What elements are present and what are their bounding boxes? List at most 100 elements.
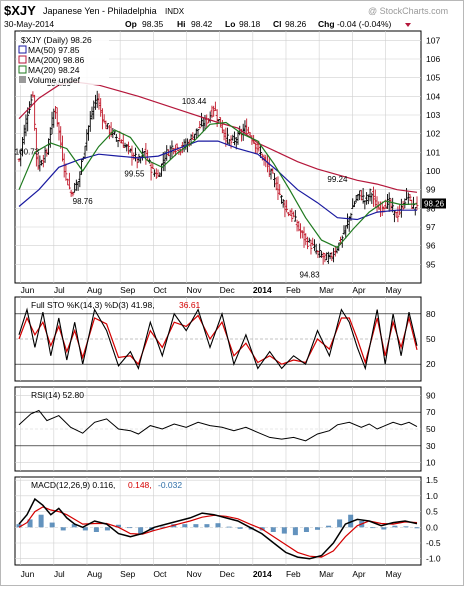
macd-layer — [16, 497, 420, 560]
legend-price: $XJY (Daily) 98.26 — [21, 35, 92, 45]
price-y-tick: 96 — [426, 241, 436, 251]
x-tick-label: Apr — [352, 285, 365, 295]
ma20-line — [18, 121, 418, 249]
macd-histogram-bar — [303, 527, 309, 532]
x-tick-label: May — [385, 285, 402, 295]
macd-histogram-bar — [49, 522, 55, 528]
macd-histogram-bar — [281, 527, 287, 534]
macd-y-tick: 1.5 — [426, 475, 438, 485]
macd-histogram-bar — [204, 524, 210, 528]
macd-histogram-bar — [226, 526, 232, 528]
macd-histogram-bar — [182, 524, 188, 528]
rsi-layer — [18, 409, 418, 442]
x-tick-label: Jun — [21, 285, 35, 295]
macd-histogram-bar — [16, 524, 22, 528]
macd-histogram-bar — [337, 519, 343, 528]
macd-histogram-bar — [270, 527, 276, 532]
legend-ma20-swatch — [18, 65, 27, 74]
macd-histogram-bar — [215, 523, 221, 528]
sto-legend: Full STO %K(14,3) %D(3) 41.98, — [31, 300, 155, 310]
sto-layer — [18, 307, 418, 371]
rsi-y-tick: 30 — [426, 441, 436, 451]
x-tick-label: Dec — [220, 569, 236, 579]
symbol-title: $XJY — [4, 3, 36, 18]
x-tick-label: Nov — [186, 569, 202, 579]
macd-histogram-bar — [127, 527, 133, 529]
op-label: Op — [125, 19, 137, 29]
macd-histogram-bar — [160, 526, 166, 528]
macd-histogram-bar — [237, 527, 243, 529]
price-y-tick: 103 — [426, 110, 440, 120]
rsi-y-tick: 90 — [426, 390, 436, 400]
x-tick-label: Feb — [286, 569, 301, 579]
symbol-name: Japanese Yen - Philadelphia — [43, 6, 157, 16]
legend-ma200-swatch — [18, 55, 27, 64]
rsi-y-tick: 50 — [426, 424, 436, 434]
macd-histogram-bar — [116, 524, 121, 528]
macd-histogram-bar — [381, 527, 387, 530]
date-label: 30-May-2014 — [4, 19, 54, 29]
macd-y-tick: -1.0 — [426, 554, 441, 564]
sto-k-line — [18, 307, 418, 371]
x-tick-label: 2014 — [253, 569, 272, 579]
x-tick-label: Oct — [153, 285, 167, 295]
down-arrow-icon — [405, 23, 411, 27]
legend-ma20: MA(20) 98.24 — [28, 65, 80, 75]
legend-volume-swatch — [19, 76, 26, 83]
x-tick-label: Aug — [87, 569, 102, 579]
price-annotation: 100.73 — [15, 147, 40, 156]
macd-histogram-bar — [315, 527, 320, 530]
price-y-tick: 99 — [426, 185, 436, 195]
macd-histogram-bar — [138, 527, 144, 534]
price-y-tick: 95 — [426, 259, 436, 269]
macd-signal-value: 0.148, — [128, 480, 152, 490]
price-annotation: 94.83 — [300, 271, 321, 280]
macd-histogram-bar — [292, 527, 298, 536]
price-annotation: 98.76 — [73, 197, 94, 206]
x-tick-label: Mar — [319, 285, 334, 295]
macd-line — [18, 497, 418, 560]
x-tick-label: Oct — [153, 569, 167, 579]
macd-histogram-bar — [326, 525, 332, 528]
sto-d-value: 36.61 — [179, 300, 201, 310]
x-tick-label: Nov — [186, 285, 202, 295]
macd-histogram-bar — [82, 527, 88, 531]
macd-histogram-bar — [60, 527, 66, 531]
rsi-legend: RSI(14) 52.80 — [31, 390, 84, 400]
macd-histogram-bar — [370, 527, 376, 529]
chg-value: -0.04 (-0.04%) — [337, 19, 391, 29]
macd-y-tick: 0.0 — [426, 522, 438, 532]
last-price-value: 98.26 — [424, 199, 445, 208]
legend-ma50-swatch — [18, 45, 27, 54]
macd-legend: MACD(12,26,9) 0.116, — [31, 480, 115, 490]
price-annotation: 103.44 — [182, 97, 207, 106]
x-tick-label: Jul — [54, 285, 65, 295]
x-tick-label: Jul — [54, 569, 65, 579]
macd-y-tick: 1.0 — [426, 491, 438, 501]
macd-histogram-bar — [348, 514, 354, 528]
axis-layer: Jun Jun Jul Jul Aug Aug Sep Sep Oct Oct Nov Nov Dec D… — [21, 35, 446, 579]
price-annotation: 99.24 — [327, 175, 348, 184]
x-tick-label: Sep — [120, 285, 135, 295]
sto-y-tick: 80 — [426, 309, 436, 319]
macd-y-tick: -0.5 — [426, 538, 441, 548]
price-y-tick: 97 — [426, 222, 436, 232]
op-value: 98.35 — [142, 19, 164, 29]
sto-y-tick: 20 — [426, 359, 436, 369]
macd-histogram-bar — [414, 527, 420, 529]
macd-histogram-bar — [71, 524, 77, 528]
rsi-y-tick: 70 — [426, 407, 436, 417]
price-y-tick: 107 — [426, 35, 440, 45]
last-price-marker — [422, 198, 446, 209]
macd-hist-value: -0.032 — [158, 480, 182, 490]
x-tick-label: Apr — [352, 569, 365, 579]
price-y-tick: 105 — [426, 73, 440, 83]
legend-ma50: MA(50) 97.85 — [28, 45, 80, 55]
macd-signal-line — [18, 506, 418, 558]
legend-ma200: MA(200) 98.86 — [28, 55, 84, 65]
x-tick-label: May — [385, 569, 402, 579]
x-tick-label: Jun — [21, 569, 35, 579]
lo-value: 98.18 — [239, 19, 261, 29]
ma50-line — [18, 140, 417, 221]
